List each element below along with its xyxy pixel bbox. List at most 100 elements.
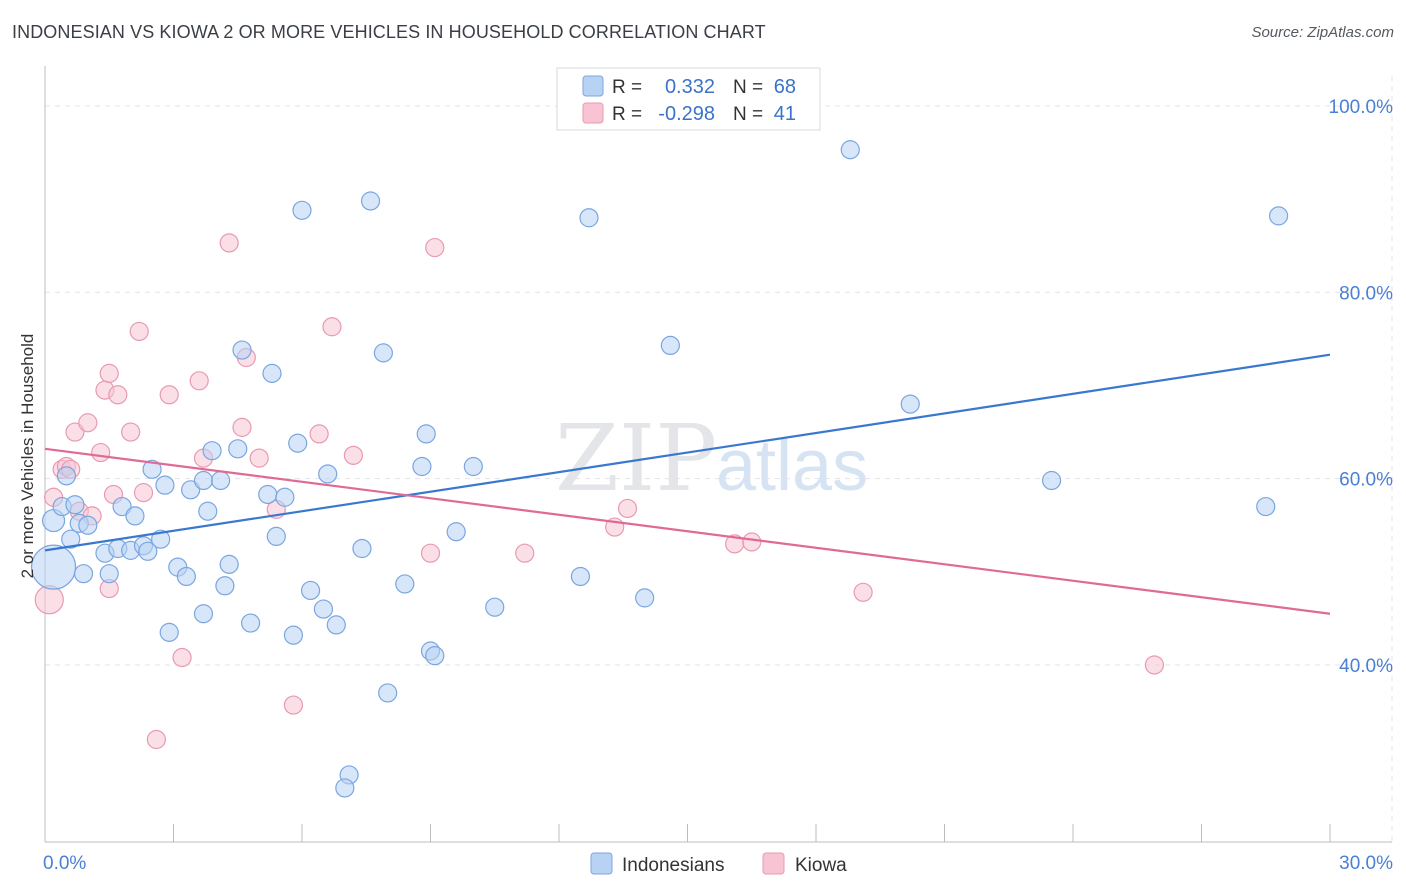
indonesians-point (193, 604, 214, 624)
kiowa-trend-line (44, 447, 1331, 615)
indonesians-point (416, 424, 436, 444)
y-tick-label: 100.0% (1329, 97, 1394, 118)
indonesians-point (65, 495, 85, 515)
bottom-legend-label-indonesians: Indonesians (622, 855, 724, 876)
indonesians-point (1268, 206, 1289, 226)
indonesians-point (56, 466, 77, 486)
indonesians-point (318, 464, 338, 484)
kiowa-point (232, 417, 252, 437)
indonesians-point (635, 588, 655, 608)
indonesians-point (313, 599, 334, 619)
legend: R = 0.332 N = 68 R = -0.298 N = 41 (556, 67, 821, 131)
kiowa-point (133, 483, 154, 503)
indonesians-point (193, 470, 214, 491)
kiowa-point (515, 543, 535, 563)
kiowa-point (322, 317, 342, 337)
indonesians-point (283, 625, 304, 645)
kiowa-point (34, 585, 64, 615)
kiowa-point (172, 647, 192, 668)
indonesians-point (660, 335, 680, 355)
tick-labels: 100.0% 80.0% 60.0% 40.0% 0.0% 30.0% (43, 97, 1393, 874)
indonesians-point (125, 506, 145, 526)
indonesians-point (202, 441, 222, 461)
legend-r-value-kiowa: -0.298 (658, 103, 715, 125)
indonesians-point (198, 501, 218, 521)
y-tick-label: 60.0% (1339, 470, 1393, 491)
legend-swatch-indonesians (582, 75, 604, 97)
indonesians-point (30, 544, 77, 590)
indonesians-point (142, 459, 162, 479)
indonesians-point (373, 343, 393, 363)
indonesians-point (292, 200, 312, 220)
kiowa-point (309, 424, 329, 444)
bottom-legend-swatch-kiowa (762, 852, 785, 875)
indonesians-point (275, 487, 295, 507)
legend-r-label-indonesians: R = (612, 77, 642, 98)
indonesians-point (900, 394, 920, 414)
indonesians-point (570, 566, 591, 587)
kiowa-point (343, 445, 363, 465)
legend-n-label-indonesians: N = (733, 77, 763, 98)
indonesians-point (159, 622, 179, 642)
indonesians-point (155, 475, 175, 495)
legend-n-value-kiowa: 41 (774, 103, 796, 125)
kiowa-point (742, 532, 762, 552)
kiowa-point (420, 543, 441, 563)
legend-r-label-kiowa: R = (612, 104, 642, 125)
y-tick-label: 80.0% (1339, 283, 1393, 304)
watermark: ZIP atlas (555, 405, 868, 512)
legend-n-value-indonesians: 68 (774, 76, 796, 98)
axes (44, 66, 1392, 843)
legend-n-label-kiowa: N = (733, 104, 763, 125)
bottom-legend: Indonesians Kiowa (590, 852, 847, 876)
indonesians-point (262, 363, 282, 383)
y-axis-title: 2 or more Vehicles in Household (18, 334, 37, 579)
kiowa-point (159, 385, 179, 405)
kiowa-point (78, 413, 98, 433)
kiowa-point (65, 422, 85, 442)
indonesians-point (215, 576, 235, 596)
indonesians-point (485, 597, 505, 617)
indonesians-trend-line (44, 353, 1331, 552)
indonesians-point (78, 515, 98, 535)
watermark-atlas: atlas (716, 426, 868, 506)
chart-title: INDONESIAN VS KIOWA 2 OR MORE VEHICLES I… (12, 22, 766, 42)
bottom-legend-label-kiowa: Kiowa (795, 855, 847, 876)
indonesians-point (579, 208, 599, 228)
kiowa-point (283, 695, 304, 715)
watermark-zip: ZIP (555, 405, 717, 512)
indonesians-point (412, 456, 432, 477)
indonesians-point (232, 340, 252, 360)
indonesians-point (378, 683, 398, 703)
indonesians-point (99, 564, 119, 584)
indonesians-point (446, 522, 466, 542)
indonesians-point (335, 778, 355, 798)
bottom-legend-swatch-indonesians (590, 852, 613, 875)
kiowa-point (146, 729, 166, 750)
y-tick-label: 40.0% (1339, 656, 1393, 677)
indonesians-point (352, 538, 372, 559)
indonesians-point (219, 554, 239, 574)
kiowa-point (91, 442, 111, 463)
indonesians-point (138, 541, 158, 561)
kiowa-point (853, 582, 873, 602)
indonesians-point (425, 646, 445, 666)
indonesians-point (241, 613, 261, 633)
indonesians-point (1256, 496, 1276, 517)
kiowa-point (617, 498, 638, 519)
kiowa-point (99, 363, 119, 383)
indonesians-point (176, 566, 196, 587)
kiowa-point (425, 237, 445, 258)
kiowa-point (1144, 655, 1164, 675)
legend-r-value-indonesians: 0.332 (665, 76, 715, 98)
kiowa-point (108, 385, 128, 405)
indonesians-point (463, 456, 483, 477)
kiowa-point (249, 448, 269, 468)
chart-source: Source: ZipAtlas.com (1251, 24, 1394, 41)
kiowa-point (121, 422, 141, 442)
indonesians-point (228, 439, 248, 459)
indonesians-point (1041, 470, 1062, 491)
indonesians-point (360, 191, 381, 211)
indonesians-point (395, 574, 415, 594)
legend-swatch-kiowa (582, 102, 604, 124)
